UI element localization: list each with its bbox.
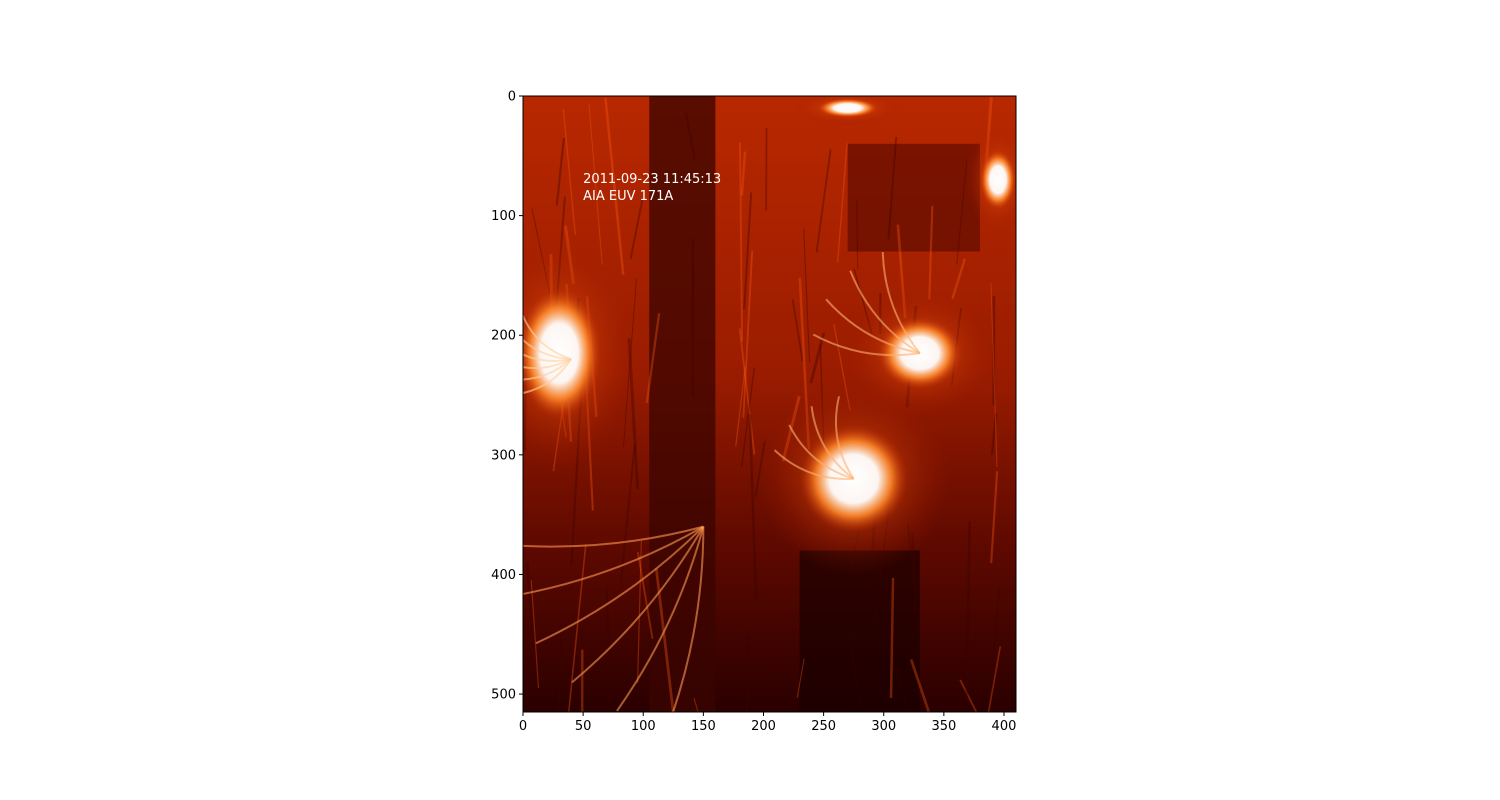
coronal-loop [812,333,920,357]
coronal-loop [523,525,704,548]
y-tick-label: 400 [491,568,516,583]
x-tick-label: 400 [992,719,1017,734]
texture-streak [738,328,756,455]
coronal-loop [523,358,572,381]
coronal-loop [672,526,705,712]
texture-streak [956,160,968,265]
texture-streak [848,631,861,707]
coronal-loop [523,338,572,361]
texture-streak [951,258,966,300]
coronal-loop [788,424,854,480]
coronal-loop [523,353,572,363]
texture-streak [557,637,564,712]
coronal-loop [849,270,921,355]
texture-streak [637,541,642,684]
y-tick-label: 0 [508,90,516,105]
texture-streak [636,551,654,639]
y-tick-label: 300 [491,448,516,463]
timestamp-annotation: 2011-09-23 11:45:13 [583,172,721,187]
texture-streak [809,332,826,384]
texture-streak [965,521,971,703]
texture-streak [909,659,931,712]
coronal-loop [834,396,855,480]
x-tick-label: 150 [691,719,716,734]
x-tick-label: 250 [811,719,836,734]
y-tick-label: 200 [491,329,516,344]
coronal-loop [571,526,705,684]
x-tick-label: 200 [751,719,776,734]
coronal-loop [523,358,572,394]
texture-streak [988,587,1001,712]
texture-streak [684,112,696,160]
texture-streak [744,691,751,712]
texture-streak [629,198,644,260]
plot-frame [522,95,1017,713]
texture-streak [742,250,754,418]
texture-streak [530,580,540,689]
texture-streak [745,633,750,712]
texture-streak [555,138,565,206]
texture-streak [561,666,577,712]
x-tick-label: 350 [931,719,956,734]
texture-streak [815,149,832,253]
x-tick-label: 50 [575,719,592,734]
dark-lane [799,550,920,712]
texture-streak [791,299,804,362]
texture-streak [645,313,661,404]
coronal-loop [616,526,705,712]
texture-streak [748,414,758,600]
texture-streak [739,142,743,342]
texture-streak [987,646,1002,712]
texture-streak [836,143,848,263]
texture-streak [735,366,746,447]
texture-streak [990,412,998,455]
texture-streak [990,471,999,564]
image-plot [523,96,1016,712]
y-axis: 0 100 200 300 400 500 [491,90,523,703]
coronal-loop [523,313,572,361]
coronal-loop [535,525,705,645]
y-tick-label: 100 [491,209,516,224]
texture-streak [796,658,805,699]
texture-streak [894,665,909,712]
texture-streak [740,367,756,467]
bright-region [799,424,908,533]
texture-streak [525,561,538,674]
texture-streak [856,199,859,270]
dark-lanes [523,96,1002,712]
texture-streak [620,444,636,583]
texture-streak [740,151,747,196]
coronal-loop [825,298,921,355]
coronal-loop [523,358,572,370]
x-axis: 0 50 100 150 200 250 300 350 400 [519,712,1017,734]
texture-streak [743,192,753,310]
texture-streak [567,544,587,712]
coronal-loop [881,251,921,354]
texture-streak [803,228,811,363]
texture-streak [889,577,895,698]
dark-lane [649,96,716,712]
instrument-annotation: AIA EUV 171A [583,189,673,204]
texture-streak [588,103,603,265]
coronal-loops [523,251,921,712]
coronal-loop [773,449,854,480]
x-tick-label: 0 [519,719,527,734]
dark-lane [847,143,980,252]
texture-streak [928,205,934,300]
x-tick-label: 300 [871,719,896,734]
texture-streak [604,97,625,275]
texture-streak [990,282,998,467]
y-tick-label: 500 [491,688,516,703]
texture-streak [562,108,576,235]
texture-streak [693,697,699,712]
coronal-loop [523,525,704,595]
bright-region [817,98,878,118]
bright-region [979,149,1016,210]
texture-streak [887,137,898,240]
coronal-loop [810,406,855,480]
x-tick-label: 100 [631,719,656,734]
texture-streak [959,679,978,712]
